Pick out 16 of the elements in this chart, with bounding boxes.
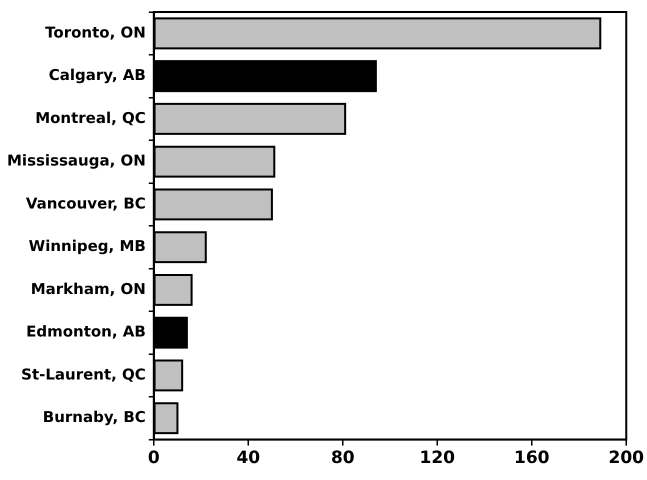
x-tick-label: 160 [514,448,550,468]
y-tick-label: Burnaby, BC [42,408,146,426]
y-tick-label: Calgary, AB [48,66,146,84]
x-tick-label: 40 [236,448,260,468]
x-tick-label: 0 [148,448,160,468]
y-tick-label: Mississauga, ON [6,152,146,170]
x-tick-label: 80 [330,448,355,468]
y-tick-label: Montreal, QC [35,108,146,127]
y-tick-label: St-Laurent, QC [21,365,146,384]
y-tick-label: Markham, ON [30,280,146,298]
y-tick-label: Toronto, ON [45,23,146,42]
y-tick-label: Edmonton, AB [26,322,146,341]
y-tick-label: Winnipeg, MB [28,237,146,256]
y-tick-label: Vancouver, BC [26,194,146,212]
x-tick-label: 120 [420,448,456,468]
x-tick-label: 200 [608,448,644,468]
